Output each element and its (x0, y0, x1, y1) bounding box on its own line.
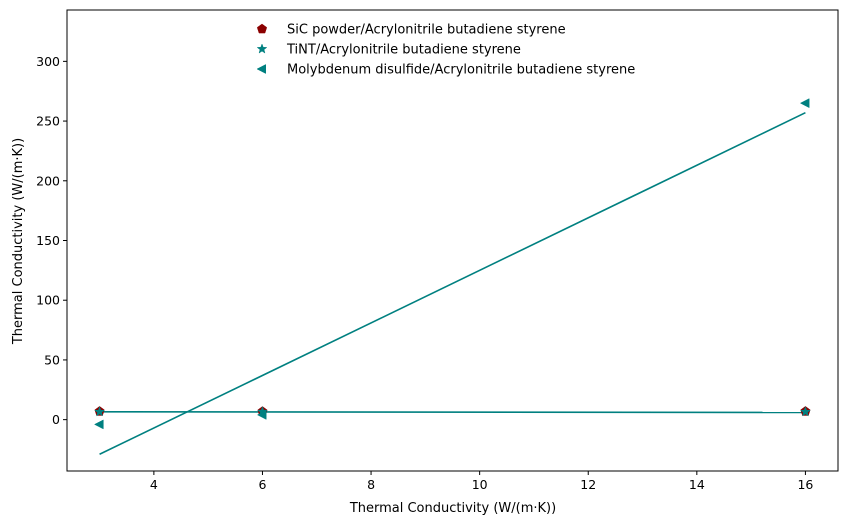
fit-line-series-1 (99, 410, 806, 414)
y-tick-label: 0 (52, 412, 60, 427)
y-tick-label: 200 (36, 173, 60, 188)
legend-marker-series-2 (256, 64, 266, 74)
y-axis-label: Thermal Conductivity (W/(m·K)) (11, 138, 26, 345)
axes: 4 6 8 10 12 14 16 0 50 100 150 200 250 300 (36, 9, 839, 492)
y-tick-label: 150 (36, 233, 60, 248)
data-point-series-1 (94, 406, 106, 417)
x-tick-label: 16 (797, 477, 813, 492)
plot-frame (66, 9, 839, 472)
data-point-series-2 (94, 419, 104, 430)
legend-marker-series-0 (256, 23, 268, 34)
x-tick-label: 10 (472, 477, 488, 492)
data-point-series-2 (256, 409, 267, 420)
x-tick-label: 14 (689, 477, 705, 492)
x-tick-label: 8 (367, 477, 375, 492)
data-point-series-1 (799, 406, 811, 417)
legend-label-series-1: TiNT/Acrylonitrile butadiene styrene (286, 43, 521, 58)
y-tick-label: 50 (44, 352, 60, 367)
plot-area (94, 98, 811, 455)
x-axis-label: Thermal Conductivity (W/(m·K)) (349, 501, 556, 516)
x-tick-label: 6 (258, 477, 266, 492)
fit-line-series-2 (99, 111, 806, 455)
x-tick-label: 12 (580, 477, 596, 492)
y-tick-label: 250 (36, 114, 60, 129)
legend-label-series-2: Molybdenum disulfide/Acrylonitrile butad… (287, 63, 635, 78)
x-tick-label: 4 (150, 477, 158, 492)
legend-label-series-0: SiC powder/Acrylonitrile butadiene styre… (287, 23, 566, 38)
data-point-series-2 (799, 98, 810, 109)
y-tick-label: 100 (36, 293, 60, 308)
legend-marker-series-1 (256, 43, 268, 54)
y-tick-label: 300 (36, 54, 60, 69)
legend: SiC powder/Acrylonitrile butadiene styre… (256, 23, 635, 78)
